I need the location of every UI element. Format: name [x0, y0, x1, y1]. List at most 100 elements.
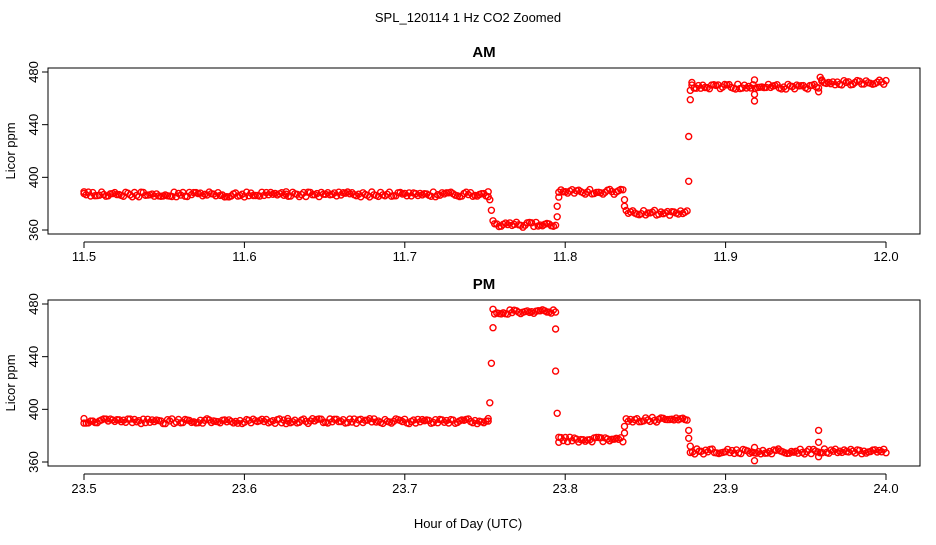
figure-x-axis-label: Hour of Day (UTC) [414, 516, 522, 531]
am-outlier-point [686, 95, 694, 104]
pm-outlier-point [484, 414, 492, 423]
pm-data-point [416, 418, 424, 426]
pm-y-tick-label: 440 [26, 346, 41, 368]
pm-outlier-point [284, 414, 292, 423]
pm-outlier-point [487, 359, 496, 367]
panel-am-points [80, 73, 890, 231]
figure-title: SPL_120114 1 Hz CO2 Zoomed [375, 10, 561, 25]
panel-am-y-axis: 360 400 440 480 [26, 61, 49, 241]
am-data-point [619, 186, 627, 194]
pm-outlier-point [814, 426, 823, 435]
am-x-tick-label: 11.5 [72, 249, 96, 264]
am-outlier-point [553, 213, 561, 221]
pm-outlier-point [555, 438, 563, 446]
pm-outlier-point [750, 443, 759, 452]
am-data-point [256, 192, 264, 200]
panel-pm-title: PM [473, 276, 496, 293]
am-x-tick-label: 12.0 [873, 249, 898, 264]
panel-pm-x-axis: 23.5 23.6 23.7 23.8 23.9 24.0 [71, 473, 899, 496]
am-x-tick-label: 11.8 [553, 249, 577, 264]
am-outlier-point [486, 195, 494, 204]
panel-pm-points [80, 305, 890, 465]
pm-outlier-point [551, 325, 560, 333]
pm-outlier-point [553, 409, 561, 417]
am-outlier-point [688, 78, 696, 87]
am-data-point [610, 190, 618, 198]
pm-x-tick-label: 23.5 [71, 481, 96, 496]
pm-outlier-point [489, 324, 497, 332]
am-data-point [814, 84, 823, 92]
am-data-point [606, 185, 614, 194]
pm-outlier-point [620, 422, 629, 431]
am-outlier-point [686, 86, 694, 95]
pm-x-tick-label: 23.9 [713, 481, 738, 496]
panel-pm-plot-frame [47, 299, 921, 467]
pm-data-point [80, 419, 88, 427]
am-data-point [882, 76, 890, 85]
pm-y-tick-label: 480 [26, 293, 41, 315]
pm-data-point [765, 447, 774, 456]
am-y-tick-label: 440 [26, 114, 41, 136]
am-outlier-point [489, 217, 497, 225]
panel-am: AM 11.5 11.6 11.7 11.8 11.9 12.0 360 400 440 480… [3, 44, 921, 264]
am-outlier-point [620, 202, 629, 211]
am-data-point [551, 221, 560, 230]
pm-outlier-point [620, 429, 629, 437]
am-data-point [442, 189, 451, 197]
panel-pm: PM 23.5 23.6 23.7 23.8 23.9 24.0 360 400 440 480… [3, 276, 921, 496]
am-data-point [385, 188, 394, 196]
pm-x-tick-label: 23.7 [392, 481, 417, 496]
pm-outlier-point [750, 457, 759, 465]
pm-data-point [882, 449, 890, 457]
am-outlier-point [80, 188, 88, 196]
am-x-tick-label: 11.6 [232, 249, 256, 264]
am-outlier-point [553, 202, 561, 211]
am-outlier-point [814, 88, 823, 96]
am-data-point [251, 191, 260, 200]
pm-data-point [871, 446, 879, 454]
am-outlier-point [750, 76, 759, 84]
am-outlier-point [818, 76, 826, 84]
pm-data-point [597, 434, 605, 442]
am-outlier-point [282, 188, 290, 196]
pm-outlier-point [814, 453, 823, 461]
pm-outlier-point [814, 438, 823, 446]
am-outlier-point [750, 90, 759, 99]
am-outlier-point [685, 132, 693, 141]
am-y-tick-label: 360 [26, 219, 41, 241]
am-outlier-point [620, 195, 629, 204]
pm-outlier-point [486, 399, 494, 407]
am-y-tick-label: 400 [26, 166, 41, 188]
panel-am-title: AM [472, 44, 495, 61]
am-outlier-point [685, 177, 693, 186]
panel-am-y-axis-label: Licor ppm [3, 122, 18, 179]
pm-data-point [258, 415, 266, 423]
pm-x-tick-label: 24.0 [873, 481, 898, 496]
pm-y-tick-label: 360 [26, 451, 41, 473]
pm-x-tick-label: 23.6 [232, 481, 257, 496]
pm-outlier-point [551, 367, 560, 375]
pm-data-point [86, 417, 95, 425]
am-data-point [264, 190, 273, 199]
panel-pm-y-axis-label: Licor ppm [3, 354, 18, 411]
pm-data-point [551, 308, 560, 316]
am-outlier-point [555, 193, 563, 201]
am-x-tick-label: 11.9 [713, 249, 737, 264]
pm-outlier-point [685, 434, 693, 442]
pm-outlier-point [489, 305, 497, 313]
pm-y-tick-label: 400 [26, 398, 41, 420]
pm-data-point [683, 416, 691, 424]
pm-x-tick-label: 23.8 [553, 481, 578, 496]
am-x-tick-label: 11.7 [393, 249, 417, 264]
pm-outlier-point [80, 414, 88, 423]
am-data-point [655, 210, 663, 218]
am-data-point [683, 207, 691, 215]
am-data-point [332, 192, 341, 200]
pm-outlier-point [685, 426, 693, 435]
pm-data-point [484, 417, 492, 425]
pm-data-point [619, 438, 627, 446]
panel-pm-y-axis: 360 400 440 480 [26, 293, 49, 473]
am-outlier-point [484, 188, 492, 196]
